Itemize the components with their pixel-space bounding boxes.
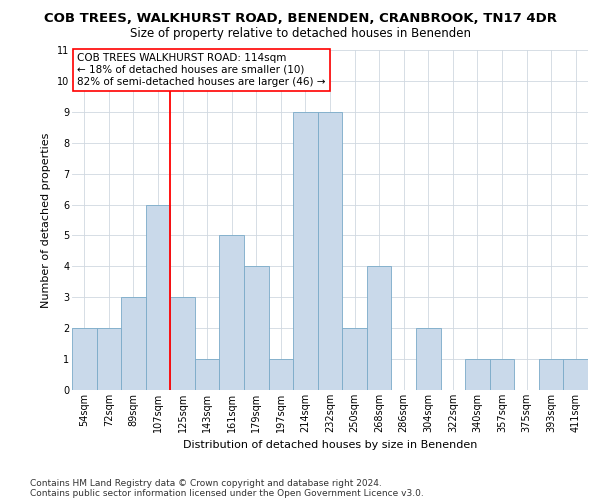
Bar <box>121 298 146 390</box>
Text: COB TREES, WALKHURST ROAD, BENENDEN, CRANBROOK, TN17 4DR: COB TREES, WALKHURST ROAD, BENENDEN, CRA… <box>44 12 557 26</box>
Text: Size of property relative to detached houses in Benenden: Size of property relative to detached ho… <box>130 28 470 40</box>
Text: Contains HM Land Registry data © Crown copyright and database right 2024.: Contains HM Land Registry data © Crown c… <box>30 478 382 488</box>
Bar <box>244 266 269 390</box>
Bar <box>269 359 293 390</box>
Text: COB TREES WALKHURST ROAD: 114sqm
← 18% of detached houses are smaller (10)
82% o: COB TREES WALKHURST ROAD: 114sqm ← 18% o… <box>77 54 326 86</box>
Bar <box>195 359 220 390</box>
Bar <box>465 359 490 390</box>
Y-axis label: Number of detached properties: Number of detached properties <box>41 132 52 308</box>
Bar <box>367 266 391 390</box>
Bar <box>563 359 588 390</box>
Bar <box>342 328 367 390</box>
Bar <box>293 112 318 390</box>
Bar <box>170 298 195 390</box>
X-axis label: Distribution of detached houses by size in Benenden: Distribution of detached houses by size … <box>183 440 477 450</box>
Bar <box>97 328 121 390</box>
Bar <box>490 359 514 390</box>
Bar <box>416 328 440 390</box>
Bar <box>220 236 244 390</box>
Text: Contains public sector information licensed under the Open Government Licence v3: Contains public sector information licen… <box>30 488 424 498</box>
Bar <box>318 112 342 390</box>
Bar <box>146 204 170 390</box>
Bar <box>539 359 563 390</box>
Bar <box>72 328 97 390</box>
